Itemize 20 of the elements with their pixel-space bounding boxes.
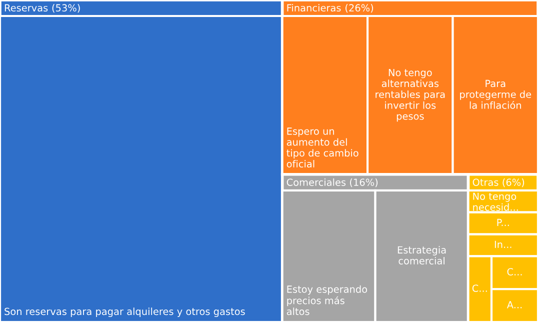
category-label: Comerciales <box>286 178 346 186</box>
text: Estoy esperando precios más altos <box>286 285 368 316</box>
text: No tengo necesid... <box>473 192 518 211</box>
data-label: (53%) <box>52 4 80 13</box>
text: Estrategia comercial <box>398 246 446 264</box>
text: C... <box>507 268 522 276</box>
text: In... <box>494 240 512 248</box>
text: Son reservas para pagar alquileres y otros gastos <box>4 308 245 317</box>
text: P... <box>497 218 509 226</box>
category-label: Otras <box>472 178 498 186</box>
text: A... <box>506 301 522 308</box>
text: Para protegerme de la inflación <box>460 80 532 109</box>
text: No tengo alternativas rentables para invertir los pesos <box>376 69 445 122</box>
data-label: (26%) <box>346 4 374 13</box>
data-label: (16%) <box>350 178 378 188</box>
text: Espero un aumento del tipo de cambio oficial <box>286 128 358 168</box>
category-label: Reservas <box>4 4 48 12</box>
text: C... <box>472 284 487 292</box>
category-label: Financieras <box>287 4 341 12</box>
data-label: (6%) <box>502 178 524 188</box>
